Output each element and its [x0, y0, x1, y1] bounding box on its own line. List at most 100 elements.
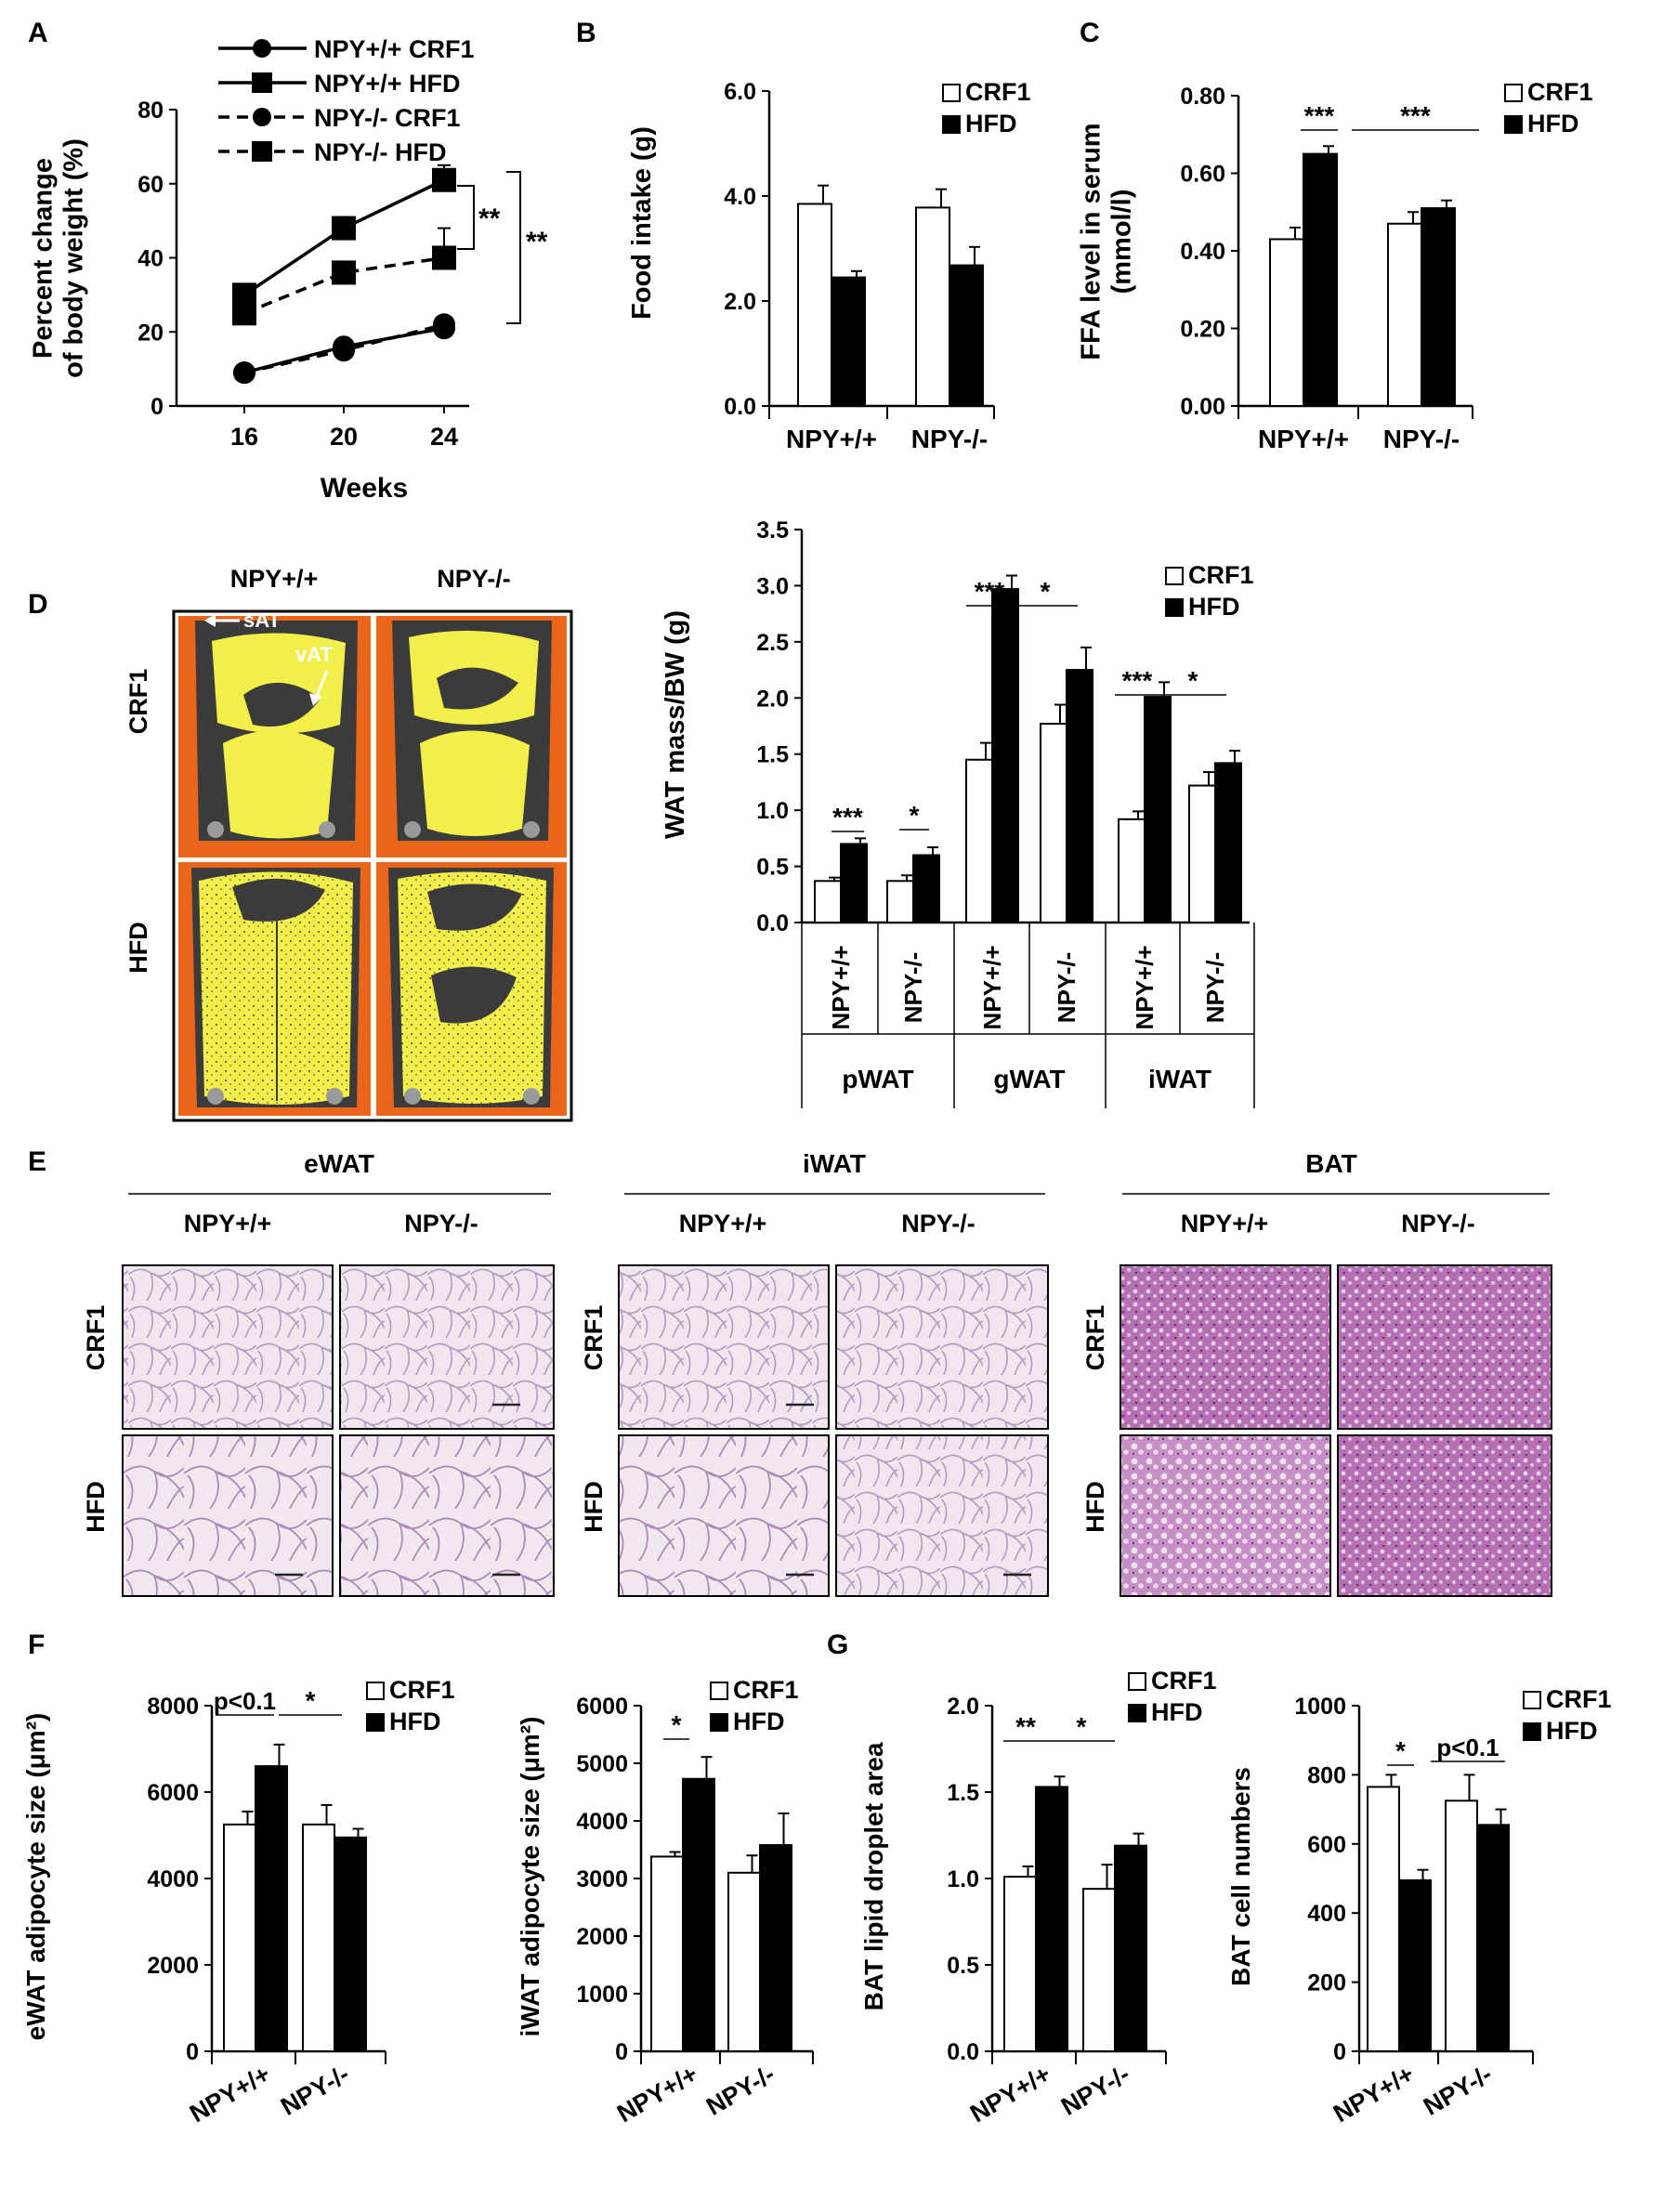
- legend-swatch: [1128, 1672, 1146, 1691]
- y-tick-label: 1.5: [947, 1780, 979, 1806]
- svg-text:HFD: HFD: [82, 1481, 110, 1533]
- significance-label: **: [1015, 1712, 1036, 1741]
- bar-crf1: [814, 880, 842, 923]
- significance-bracket: [457, 185, 475, 250]
- significance-label: ***: [1304, 101, 1335, 130]
- y-tick-label: 3.0: [756, 573, 789, 599]
- x-tick-label: 16: [230, 423, 258, 451]
- bar-crf1: [1445, 1800, 1478, 2053]
- significance-label: *: [1395, 1736, 1406, 1765]
- bar-hfd: [1398, 1878, 1432, 2052]
- y-tick-label: 4000: [147, 1866, 199, 1892]
- y-tick-label: 0: [1333, 2039, 1346, 2065]
- legend-label: HFD: [965, 110, 1017, 137]
- y-tick-label: 40: [137, 246, 164, 272]
- bar-hfd: [255, 1765, 288, 2052]
- chart-b-food-intake: 0.0 2.0 4.0 6.0 NPY+/+ NPY-/- Food intake (g) C…: [627, 78, 1031, 453]
- bar-crf1: [1367, 1786, 1400, 2053]
- data-point-circle: [333, 339, 355, 362]
- mri-row-label-hfd: HFD: [124, 922, 152, 974]
- legend-label: NPY-/- HFD: [314, 138, 447, 166]
- bar-hfd: [991, 588, 1019, 923]
- x-tick-label: NPY+/+: [1258, 425, 1349, 453]
- y-tick-label: 6000: [576, 1694, 628, 1720]
- mri-label-sat: sAT: [204, 609, 281, 632]
- histology-ewat: eWAT NPY+/+ NPY-/- CRF1 HFD: [82, 1149, 555, 1597]
- bar-crf1: [302, 1823, 335, 2052]
- y-tick-label: 0: [151, 394, 164, 420]
- legend-marker-square: [252, 141, 272, 162]
- legend-swatch: [1523, 1691, 1541, 1709]
- significance-label: ***: [1122, 666, 1153, 695]
- svg-text:NPY-/-: NPY-/-: [901, 1210, 976, 1237]
- y-tick-label: 2000: [576, 1924, 628, 1950]
- chart-d-wat-mass: 0.0 0.5 1.0 1.5 2.0 2.5 3.0 3.5 NPY+/+ NPY-/- NPY+…: [661, 517, 1255, 1108]
- mri-image-wt-crf1: [178, 616, 371, 857]
- significance-label: p<0.1: [1436, 1734, 1499, 1761]
- y-tick-label: 0.0: [756, 910, 789, 936]
- legend-label: CRF1: [965, 78, 1031, 106]
- y-tick-label: 0.5: [756, 855, 789, 881]
- significance-label: **: [526, 227, 548, 257]
- mri-col-header-wt: NPY+/+: [230, 565, 319, 593]
- legend-swatch: [1128, 1704, 1146, 1722]
- y-axis-title: eWAT adipocyte size (μm²): [21, 1713, 50, 2041]
- bar-hfd: [1144, 696, 1172, 923]
- legend-swatch: [366, 1682, 385, 1700]
- x-tick-label: NPY-/-: [899, 952, 927, 1024]
- bar-hfd: [1421, 207, 1456, 407]
- bar-hfd: [831, 276, 866, 408]
- panel-letter-b: B: [576, 18, 596, 48]
- svg-text:NPY-/-: NPY-/-: [404, 1210, 478, 1237]
- svg-text:CRF1: CRF1: [1081, 1305, 1109, 1371]
- data-point-square: [332, 216, 356, 241]
- bar-hfd: [1035, 1786, 1068, 2053]
- panel-letter-g: G: [827, 1630, 848, 1660]
- data-point-square: [432, 167, 456, 192]
- significance-label: ***: [975, 577, 1005, 606]
- chart-c-ffa-serum: 0.00 0.20 0.40 0.60 0.80 NPY+/+ NPY-/- FFA leve…: [1077, 78, 1593, 453]
- y-axis-title: of body weight (%): [59, 138, 89, 378]
- x-tick-label: NPY+/+: [978, 945, 1006, 1029]
- bar-hfd: [1303, 152, 1338, 407]
- bar-hfd: [1476, 1824, 1510, 2052]
- svg-text:iWAT: iWAT: [803, 1149, 866, 1178]
- y-tick-label: 2.0: [756, 686, 789, 712]
- y-axis-title: BAT cell numbers: [1226, 1767, 1255, 1986]
- y-axis-title: (mmol/l): [1107, 190, 1137, 294]
- chart-a-body-weight: 0 20 40 60 80 16 20 24 Weeks Percent change of bod…: [29, 35, 548, 504]
- svg-text:eWAT: eWAT: [304, 1149, 374, 1178]
- legend-label: HFD: [1151, 1698, 1203, 1726]
- bar-hfd: [334, 1836, 367, 2052]
- x-tick-label: NPY+/+: [786, 425, 877, 453]
- y-tick-label: 0.00: [1180, 394, 1225, 420]
- data-point-circle: [433, 313, 455, 336]
- legend-label: HFD: [1188, 593, 1240, 621]
- y-tick-label: 3.5: [756, 517, 789, 543]
- y-tick-label: 200: [1307, 1970, 1346, 1996]
- x-tick-label: 24: [430, 423, 458, 451]
- legend-label: HFD: [1546, 1717, 1598, 1745]
- x-axis-title: Weeks: [321, 473, 409, 504]
- data-point-square: [232, 301, 256, 326]
- legend-label: NPY+/+ HFD: [314, 70, 461, 98]
- data-point-square: [332, 260, 356, 285]
- legend-swatch: [942, 115, 961, 134]
- legend-label: HFD: [1527, 110, 1579, 137]
- significance-label: *: [672, 1710, 682, 1739]
- data-point-square: [432, 245, 456, 270]
- y-tick-label: 600: [1307, 1832, 1346, 1858]
- legend-label: CRF1: [1151, 1667, 1217, 1695]
- y-tick-label: 0.40: [1180, 239, 1225, 265]
- svg-text:HFD: HFD: [580, 1481, 608, 1533]
- y-tick-label: 3000: [576, 1866, 628, 1892]
- bar-crf1: [650, 1855, 684, 2052]
- y-tick-label: 400: [1307, 1901, 1346, 1927]
- svg-text:NPY+/+: NPY+/+: [679, 1210, 767, 1237]
- significance-label: *: [1077, 1712, 1087, 1741]
- x-tick-label: NPY-/-: [1201, 952, 1229, 1024]
- y-tick-label: 2000: [147, 1953, 199, 1979]
- bar-hfd: [912, 854, 940, 923]
- bar-hfd: [1066, 669, 1093, 923]
